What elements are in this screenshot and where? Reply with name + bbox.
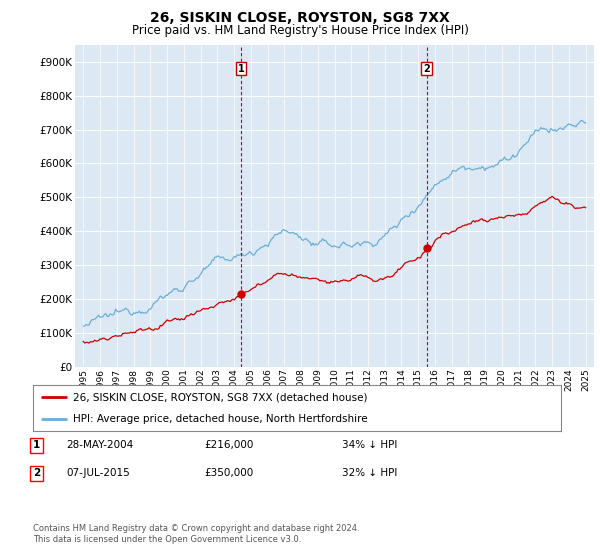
- Text: 26, SISKIN CLOSE, ROYSTON, SG8 7XX: 26, SISKIN CLOSE, ROYSTON, SG8 7XX: [150, 11, 450, 25]
- Text: 28-MAY-2004: 28-MAY-2004: [66, 440, 133, 450]
- Text: 1: 1: [33, 440, 40, 450]
- Text: 07-JUL-2015: 07-JUL-2015: [66, 468, 130, 478]
- Text: 34% ↓ HPI: 34% ↓ HPI: [342, 440, 397, 450]
- Text: 1: 1: [238, 63, 244, 73]
- Text: 32% ↓ HPI: 32% ↓ HPI: [342, 468, 397, 478]
- Text: £216,000: £216,000: [204, 440, 253, 450]
- Text: 26, SISKIN CLOSE, ROYSTON, SG8 7XX (detached house): 26, SISKIN CLOSE, ROYSTON, SG8 7XX (deta…: [73, 392, 367, 402]
- Text: HPI: Average price, detached house, North Hertfordshire: HPI: Average price, detached house, Nort…: [73, 414, 367, 424]
- Text: £350,000: £350,000: [204, 468, 253, 478]
- Text: 2: 2: [33, 468, 40, 478]
- Text: Price paid vs. HM Land Registry's House Price Index (HPI): Price paid vs. HM Land Registry's House …: [131, 24, 469, 37]
- Text: 2: 2: [424, 63, 430, 73]
- Text: Contains HM Land Registry data © Crown copyright and database right 2024.
This d: Contains HM Land Registry data © Crown c…: [33, 524, 359, 544]
